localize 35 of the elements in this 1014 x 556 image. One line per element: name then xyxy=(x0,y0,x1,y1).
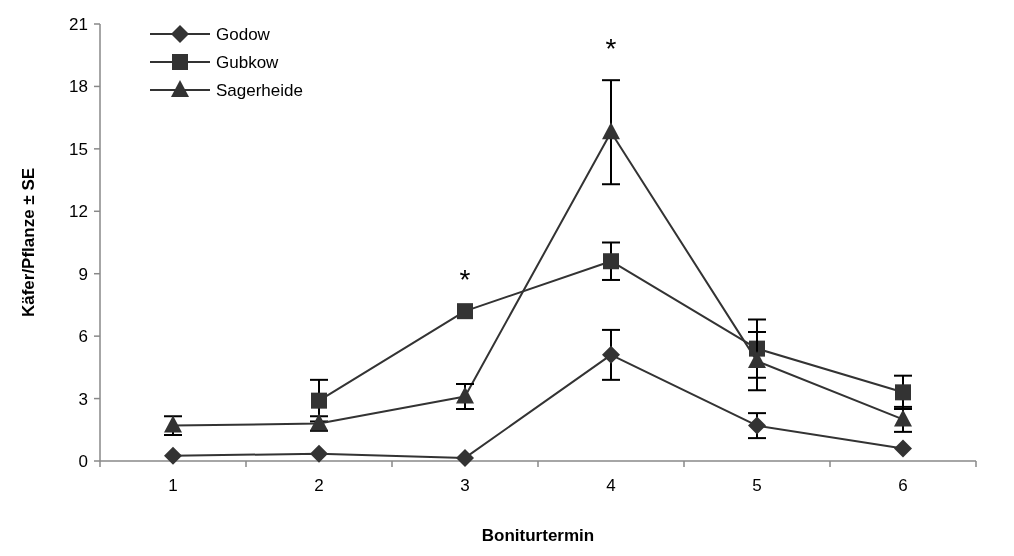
x-tick-label: 6 xyxy=(898,476,908,495)
point xyxy=(457,303,473,320)
point xyxy=(602,345,620,364)
x-axis-title: Boniturtermin xyxy=(481,526,595,545)
legend-label: Godow xyxy=(216,24,271,44)
point xyxy=(748,416,766,435)
point xyxy=(310,444,328,463)
x-tick-label: 5 xyxy=(752,476,762,495)
point xyxy=(748,351,766,369)
y-tick-label: 18 xyxy=(69,77,88,97)
x-tick-label: 1 xyxy=(168,476,178,495)
y-tick-label: 15 xyxy=(69,139,88,159)
legend-label: Sagerheide xyxy=(216,80,303,100)
y-tick-label: 21 xyxy=(69,14,88,34)
annotation: * xyxy=(459,263,471,295)
y-tick-label: 3 xyxy=(78,389,88,409)
point xyxy=(311,392,327,409)
y-tick-label: 12 xyxy=(69,202,88,222)
x-tick-label: 3 xyxy=(460,476,470,495)
x-tick-label: 4 xyxy=(606,476,616,495)
point xyxy=(456,386,474,404)
x-tick-label: 2 xyxy=(314,476,324,495)
point xyxy=(603,253,619,270)
point xyxy=(895,384,911,401)
point xyxy=(456,448,474,467)
point xyxy=(894,439,912,458)
point xyxy=(602,122,620,140)
legend-label: Gubkow xyxy=(216,52,280,72)
y-axis-title: Käfer/Pflanze ± SE xyxy=(19,167,38,318)
y-tick-label: 9 xyxy=(78,264,88,284)
annotation: * xyxy=(605,32,617,64)
y-tick-label: 6 xyxy=(78,327,88,347)
point xyxy=(164,446,182,465)
y-tick-label: 0 xyxy=(78,451,88,471)
point xyxy=(894,409,912,427)
